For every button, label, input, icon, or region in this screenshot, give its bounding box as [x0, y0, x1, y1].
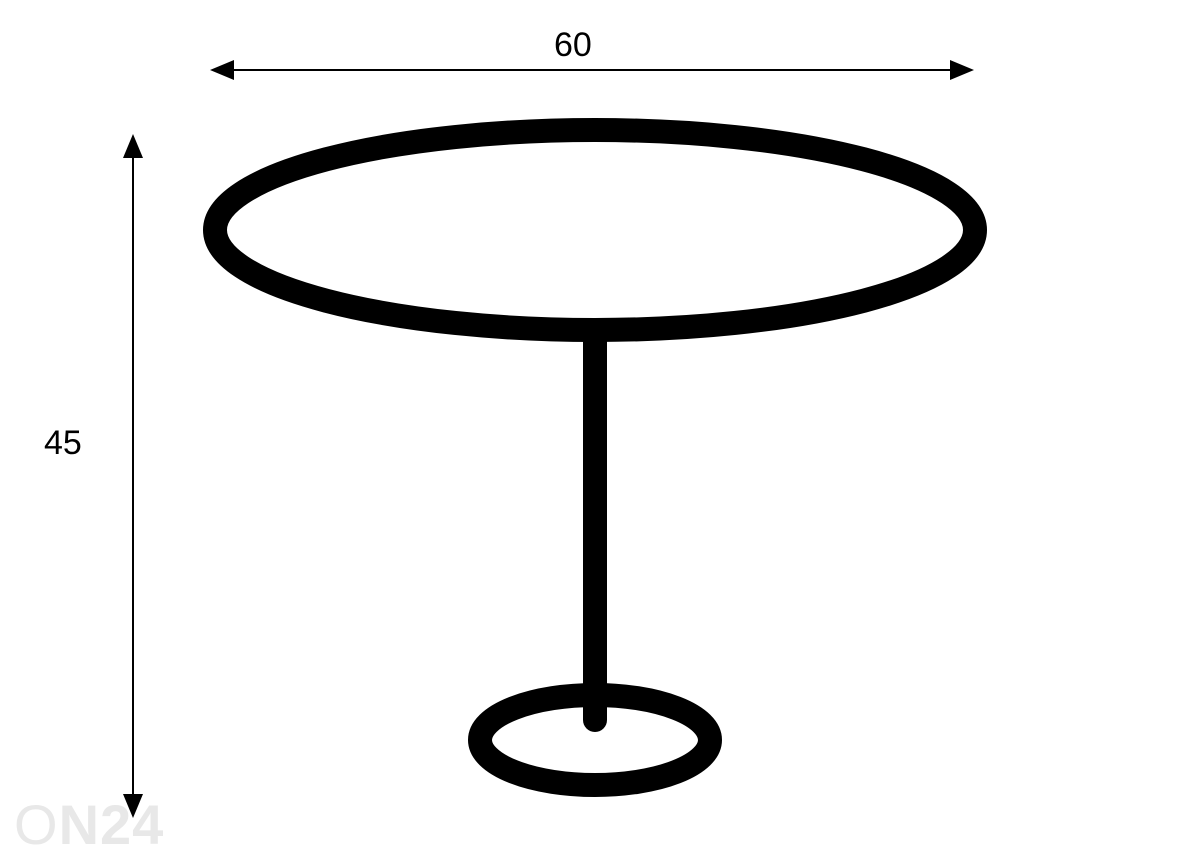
diagram-svg [0, 0, 1200, 859]
dimension-width-label: 60 [554, 28, 592, 62]
dimension-height-label: 45 [44, 426, 82, 460]
dimension-height-arrow-top [123, 134, 143, 158]
diagram-canvas: 60 45 ON24 [0, 0, 1200, 859]
watermark-on24: ON24 [14, 792, 164, 857]
dimension-width-arrow-left [210, 60, 234, 80]
table-top-ellipse [215, 130, 975, 330]
dimension-width-arrow-right [950, 60, 974, 80]
